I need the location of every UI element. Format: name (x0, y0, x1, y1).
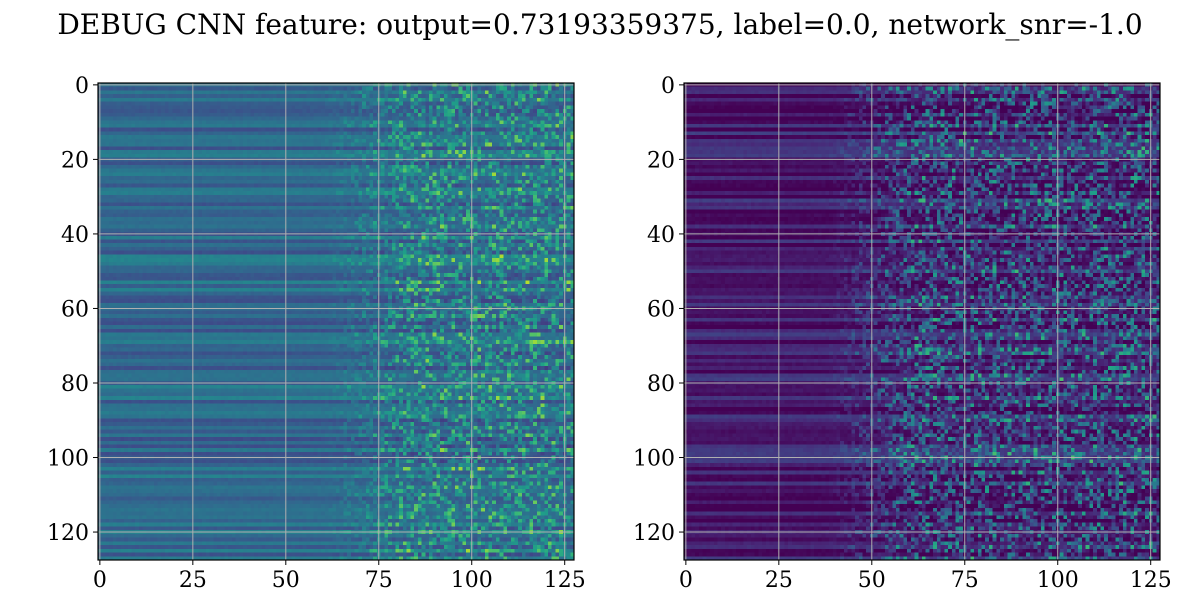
x-tick-label: 75 (365, 568, 393, 593)
y-tick-label: 60 (61, 297, 89, 322)
y-tick-label: 20 (647, 148, 675, 173)
x-tick-label: 25 (765, 568, 793, 593)
heatmap-panel-1: 0 25 50 75 100 125 0 20 40 60 80 100 120 (47, 74, 586, 593)
y-tick-label: 120 (47, 521, 89, 546)
x-tick-label: 50 (858, 568, 886, 593)
x-tick-label: 75 (951, 568, 979, 593)
y-tick-label: 120 (633, 521, 675, 546)
y-tick-label: 80 (61, 372, 89, 397)
x-tick-label: 0 (679, 568, 693, 593)
x-tick-label: 100 (451, 568, 493, 593)
heatmap-image (98, 83, 574, 560)
axes-frame (97, 82, 575, 561)
y-tick-label: 0 (661, 74, 675, 99)
y-tick-label: 80 (647, 372, 675, 397)
x-tick-label: 50 (272, 568, 300, 593)
x-tick-label: 100 (1037, 568, 1079, 593)
y-tick-label: 20 (61, 148, 89, 173)
x-tick-label: 125 (544, 568, 586, 593)
heatmap-panel-2: 0 25 50 75 100 125 0 20 40 60 80 100 120 (633, 74, 1172, 593)
x-tick-label: 0 (93, 568, 107, 593)
y-tick-label: 60 (647, 297, 675, 322)
chart-title: DEBUG CNN feature: output=0.73193359375,… (57, 8, 1143, 41)
y-tick-label: 40 (647, 223, 675, 248)
axes-frame (683, 82, 1161, 561)
x-tick-label: 25 (179, 568, 207, 593)
y-tick-label: 40 (61, 223, 89, 248)
y-tick-label: 100 (47, 447, 89, 472)
y-tick-label: 0 (75, 74, 89, 99)
y-tick-label: 100 (633, 447, 675, 472)
heatmap-image (684, 83, 1160, 560)
x-tick-label: 125 (1130, 568, 1172, 593)
